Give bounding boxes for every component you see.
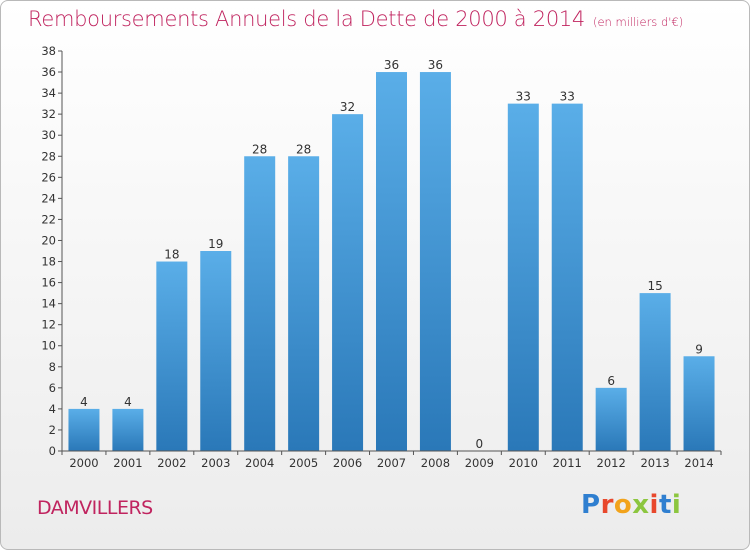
bar-2006 <box>332 114 364 451</box>
logo-letter: x <box>632 490 650 520</box>
bar-2004 <box>244 156 276 451</box>
y-tick-label: 4 <box>49 402 56 416</box>
y-tick-label: 24 <box>41 191 56 205</box>
bar-value-label: 0 <box>476 437 484 451</box>
bar-value-label: 28 <box>252 142 267 156</box>
x-tick-label: 2012 <box>597 456 626 470</box>
bar-2014 <box>683 356 715 451</box>
x-tick-label: 2003 <box>201 456 230 470</box>
bar-2011 <box>551 103 583 451</box>
logo-letter: t <box>658 490 672 520</box>
bar-value-label: 4 <box>80 395 88 409</box>
bar-value-label: 9 <box>695 342 703 356</box>
y-tick-label: 12 <box>41 318 56 332</box>
bar-value-label: 33 <box>560 90 575 104</box>
y-tick-label: 18 <box>41 255 56 269</box>
bar-2005 <box>288 156 320 451</box>
y-tick-label: 22 <box>41 212 56 226</box>
bar-value-label: 6 <box>607 374 615 388</box>
x-tick-label: 2011 <box>553 456 582 470</box>
y-tick-label: 30 <box>41 128 56 142</box>
chart-title-text: Remboursements Annuels de la Dette de 20… <box>28 7 585 31</box>
x-tick-label: 2001 <box>113 456 142 470</box>
bar-2010 <box>507 103 539 451</box>
logo-letter: i <box>649 490 659 520</box>
y-tick-label: 38 <box>41 44 56 58</box>
y-tick-label: 16 <box>41 276 56 290</box>
bar-value-label: 32 <box>340 100 355 114</box>
chart-unit: (en milliers d'€) <box>593 15 684 29</box>
logo-letter: i <box>671 490 682 520</box>
bar-2001 <box>112 408 144 451</box>
bar-value-label: 28 <box>296 142 311 156</box>
bar-2002 <box>156 261 188 451</box>
y-tick-label: 32 <box>41 107 56 121</box>
x-tick-label: 2004 <box>245 456 274 470</box>
x-tick-label: 2010 <box>509 456 538 470</box>
bar-2000 <box>68 408 100 451</box>
town-name: DAMVILLERS <box>37 497 153 519</box>
bar-value-label: 18 <box>164 248 179 262</box>
logo-letter: o <box>613 490 633 520</box>
bar-2003 <box>200 251 232 451</box>
bar-2008 <box>419 72 451 451</box>
x-tick-label: 2002 <box>157 456 186 470</box>
x-tick-label: 2009 <box>465 456 494 470</box>
x-tick-label: 2014 <box>684 456 713 470</box>
y-tick-label: 20 <box>41 233 56 247</box>
y-tick-label: 10 <box>41 339 56 353</box>
y-tick-label: 14 <box>41 297 56 311</box>
chart-title: Remboursements Annuels de la Dette de 20… <box>28 7 683 31</box>
x-tick-label: 2007 <box>377 456 406 470</box>
y-tick-label: 36 <box>41 65 56 79</box>
x-tick-label: 2005 <box>289 456 318 470</box>
x-tick-label: 2013 <box>640 456 669 470</box>
bar-value-label: 36 <box>384 58 399 72</box>
bar-value-label: 33 <box>516 90 531 104</box>
bar-2007 <box>376 72 407 451</box>
logo-letter: P <box>581 490 601 520</box>
x-tick-label: 2008 <box>421 456 450 470</box>
bar-2013 <box>639 293 671 451</box>
proxiti-logo[interactable]: Proxiti <box>581 490 681 520</box>
y-tick-label: 6 <box>49 381 56 395</box>
y-tick-label: 2 <box>49 423 56 437</box>
logo-letter: r <box>600 490 614 520</box>
bar-2012 <box>595 387 627 451</box>
y-tick-label: 8 <box>49 360 56 374</box>
x-tick-label: 2006 <box>333 456 362 470</box>
bar-value-label: 15 <box>647 279 662 293</box>
y-tick-label: 34 <box>41 86 56 100</box>
y-tick-label: 28 <box>41 149 56 163</box>
y-tick-label: 26 <box>41 170 56 184</box>
bar-value-label: 4 <box>124 395 132 409</box>
y-tick-label: 0 <box>49 444 56 458</box>
bar-value-label: 36 <box>428 58 443 72</box>
x-tick-label: 2000 <box>69 456 98 470</box>
bar-value-label: 19 <box>208 237 223 251</box>
